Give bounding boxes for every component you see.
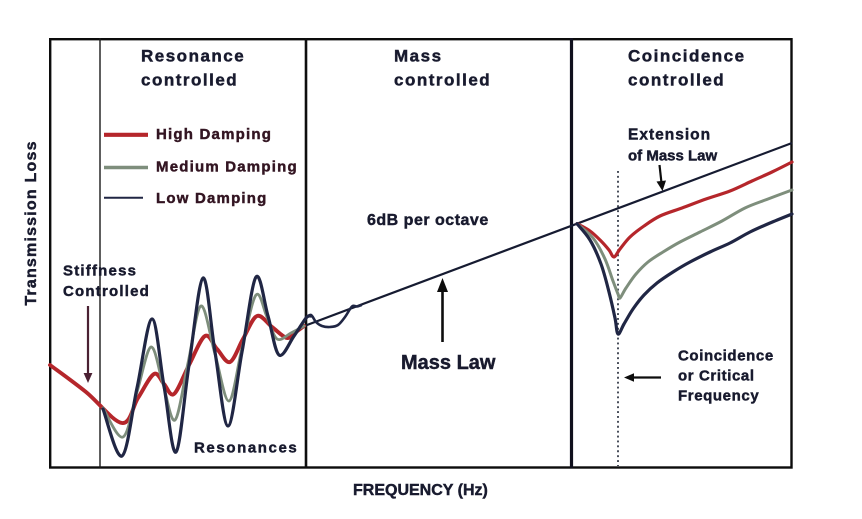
- svg-text:Controlled: Controlled: [63, 283, 150, 300]
- svg-text:Mass: Mass: [394, 47, 443, 66]
- svg-text:of Mass Law: of Mass Law: [628, 148, 718, 165]
- svg-text:Medium Damping: Medium Damping: [156, 159, 298, 176]
- svg-text:6dB per octave: 6dB per octave: [367, 212, 489, 229]
- svg-text:FREQUENCY (Hz): FREQUENCY (Hz): [353, 482, 488, 499]
- svg-text:Coincidence: Coincidence: [628, 47, 746, 66]
- svg-text:controlled: controlled: [141, 71, 238, 90]
- svg-text:Frequency: Frequency: [678, 388, 759, 405]
- svg-text:Mass Law: Mass Law: [401, 352, 496, 374]
- svg-text:Resonance: Resonance: [141, 47, 245, 66]
- svg-text:controlled: controlled: [394, 71, 491, 90]
- svg-text:Low Damping: Low Damping: [156, 190, 268, 207]
- svg-text:Transmission Loss: Transmission Loss: [23, 140, 40, 305]
- svg-text:Extension: Extension: [628, 127, 711, 144]
- svg-text:High Damping: High Damping: [156, 126, 272, 143]
- svg-text:Resonances: Resonances: [194, 440, 298, 457]
- svg-text:Coincidence: Coincidence: [678, 348, 774, 365]
- svg-text:controlled: controlled: [628, 71, 725, 90]
- svg-text:or Critical: or Critical: [678, 368, 755, 385]
- svg-text:Stiffness: Stiffness: [63, 263, 137, 280]
